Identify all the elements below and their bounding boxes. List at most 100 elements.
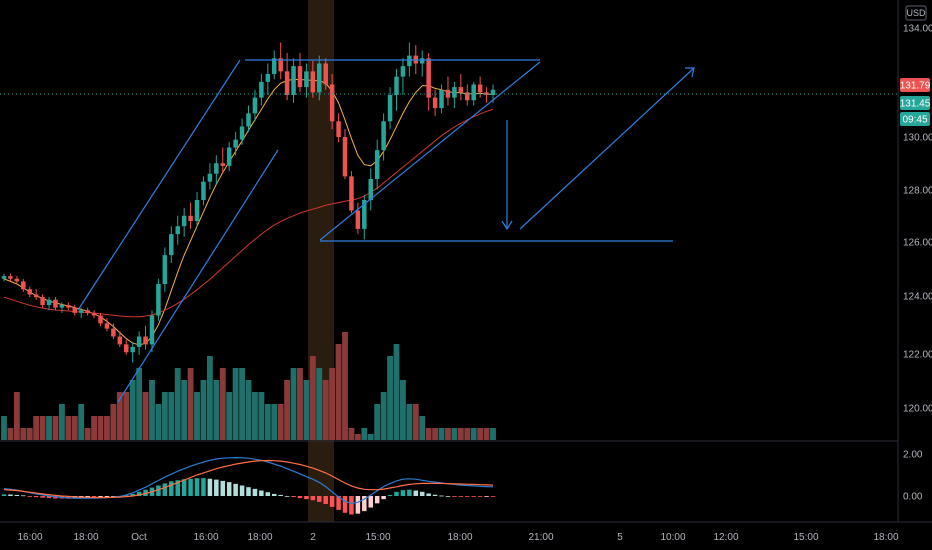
candle-body [1,276,7,279]
candle-body [149,315,155,345]
volume-bar [380,392,387,440]
candle-body [123,344,129,353]
macd-histogram-bar [169,481,174,496]
candle-body [207,173,213,182]
candle-body [27,289,32,295]
candle-body [143,336,148,345]
candle [59,302,65,313]
candle [271,50,277,80]
price-axis[interactable]: 134.00 130.00 128.00 126.00 124.00 122.00 120.… [903,24,932,415]
volume-bar [432,428,439,440]
candle [136,331,142,355]
candle-body [111,328,116,337]
candle-body [188,215,193,221]
candle-body [78,310,84,313]
price-axis-tick-label: 120.00 [903,404,932,415]
candle [85,307,90,316]
macd-histogram-bar [304,496,309,500]
candle [471,81,476,106]
candlesticks [1,42,496,363]
price-axis-tick-label: 124.00 [903,292,932,303]
volume-bar [271,404,278,440]
volume-bar [33,416,40,440]
time-axis-tick-label: 16:00 [17,532,42,543]
currency-label-box [905,5,927,21]
volume-bar [400,380,406,440]
volume-bar [97,416,104,440]
time-axis-tick-label: 18:00 [873,532,898,543]
macd-histogram-bar [362,496,367,512]
macd-histogram-bar [310,496,316,501]
volume-bar [412,404,419,440]
macd-histogram-bar [8,494,13,496]
volume-bar [342,332,348,440]
candle-body [323,63,328,85]
currency-label[interactable]: USD [905,5,927,21]
macd-histogram-bar [265,492,271,496]
candle-body [297,66,303,88]
volume-bar [194,392,200,440]
candle-body [471,84,476,101]
macd-histogram-bar [226,482,232,496]
macd-histogram-bar [27,496,32,497]
candle [130,341,135,363]
macd-histogram-bar [381,496,386,500]
macd-histogram-bar [188,478,193,496]
candle-body [452,87,457,98]
macd-histogram-bar [252,488,258,496]
candle [381,113,386,161]
candle-body [407,55,412,67]
macd-axis-tick-label: 2.00 [903,450,923,461]
time-axis-tick-label: 18:00 [447,532,472,543]
target-arrow-up[interactable] [519,67,695,230]
candle [387,87,393,130]
macd-histogram-bar [419,491,425,496]
candle [432,89,438,116]
volume-bar [123,392,130,440]
price-axis-tick-label: 122.00 [903,350,932,361]
candle-body [426,58,431,98]
macd-histogram-bar [323,496,328,504]
candle [329,74,335,130]
volume-bar [264,404,271,440]
candle [374,139,380,190]
candle [149,310,155,353]
macd-histogram-bar [156,485,161,496]
macd-histogram-bar [465,496,470,497]
time-axis[interactable]: 16:00 18:00 Oct 16:00 18:00 2 15:00 18:00 21:00 5… [17,532,898,543]
triangle-support-line[interactable] [319,61,541,241]
macd-histogram-bar [291,496,296,498]
candle-body [329,84,335,122]
candle [104,318,110,332]
candle-body [336,121,341,137]
trend-drawings[interactable] [77,59,695,403]
candle-body [317,63,322,93]
macd-histogram-bar [297,496,303,499]
macd-histogram-bar [214,479,219,496]
macd-histogram-bar [374,496,380,504]
candle [265,63,271,95]
candle-body [53,299,58,308]
candle-body [181,215,187,227]
volume-bar [161,392,168,440]
candle-body [91,312,97,316]
volume-bar [136,368,143,440]
candle [349,171,354,214]
volume-bars [1,332,496,440]
trendline-rally-upper[interactable] [77,59,241,311]
volume-bar [252,392,258,440]
trendline-rally-lower[interactable] [117,149,279,403]
candle [169,226,174,263]
candle-body [33,294,39,298]
candle [336,113,341,143]
candle [33,289,39,300]
candle [452,81,457,109]
price-axis-tick-label: 128.00 [903,186,932,197]
time-axis-tick-label: Oct [131,532,147,543]
macd-histogram-bar [426,493,431,496]
volume-bar [393,344,400,440]
volume-bar [284,380,291,440]
macd-axis[interactable]: 2.00 0.00 [903,450,923,503]
time-axis-tick-label: 18:00 [73,532,98,543]
